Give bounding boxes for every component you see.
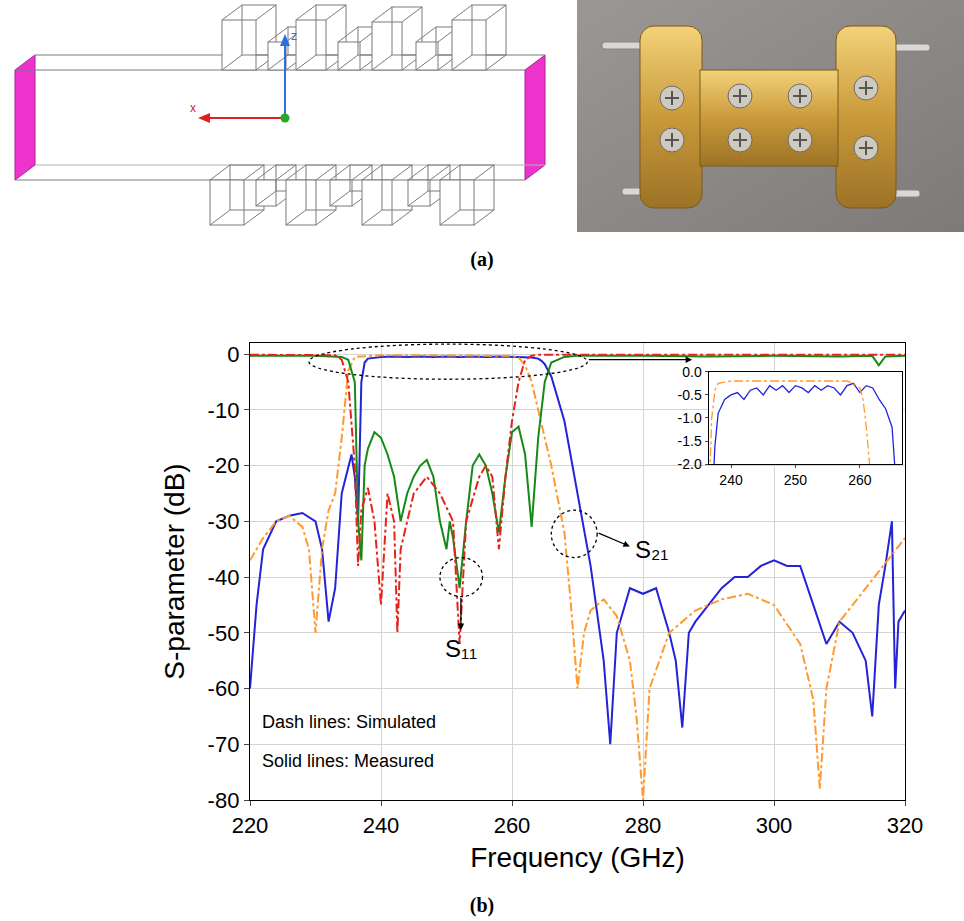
svg-text:S₂₁: S₂₁ (635, 536, 668, 563)
svg-text:-2.0: -2.0 (678, 456, 702, 472)
svg-text:z: z (291, 29, 297, 43)
svg-text:260: 260 (848, 472, 872, 488)
svg-text:220: 220 (232, 813, 269, 838)
svg-text:-80: -80 (208, 788, 240, 813)
svg-text:-40: -40 (208, 565, 240, 590)
svg-text:-30: -30 (208, 509, 240, 534)
svg-text:Dash lines: Simulated: Dash lines: Simulated (262, 712, 436, 732)
svg-text:-70: -70 (208, 732, 240, 757)
svg-text:Solid lines: Measured: Solid lines: Measured (262, 751, 434, 771)
svg-text:280: 280 (625, 813, 662, 838)
svg-text:240: 240 (363, 813, 400, 838)
svg-text:-0.5: -0.5 (678, 387, 702, 403)
svg-text:300: 300 (756, 813, 793, 838)
svg-text:-10: -10 (208, 398, 240, 423)
svg-text:-1.5: -1.5 (678, 433, 702, 449)
svg-text:320: 320 (887, 813, 924, 838)
svg-text:-60: -60 (208, 676, 240, 701)
svg-text:-50: -50 (208, 621, 240, 646)
svg-text:(a): (a) (470, 248, 493, 271)
svg-text:240: 240 (719, 472, 743, 488)
svg-text:S₁₁: S₁₁ (445, 635, 477, 662)
svg-text:x: x (190, 101, 196, 115)
svg-text:Frequency (GHz): Frequency (GHz) (470, 842, 685, 873)
svg-text:260: 260 (494, 813, 531, 838)
svg-text:0.0: 0.0 (682, 364, 702, 380)
svg-text:-1.0: -1.0 (678, 410, 702, 426)
svg-text:S-parameter (dB): S-parameter (dB) (159, 463, 190, 679)
svg-text:-20: -20 (208, 453, 240, 478)
svg-text:250: 250 (784, 472, 808, 488)
html-text:(b): (b) (469, 894, 495, 916)
svg-text:0: 0 (227, 342, 239, 367)
